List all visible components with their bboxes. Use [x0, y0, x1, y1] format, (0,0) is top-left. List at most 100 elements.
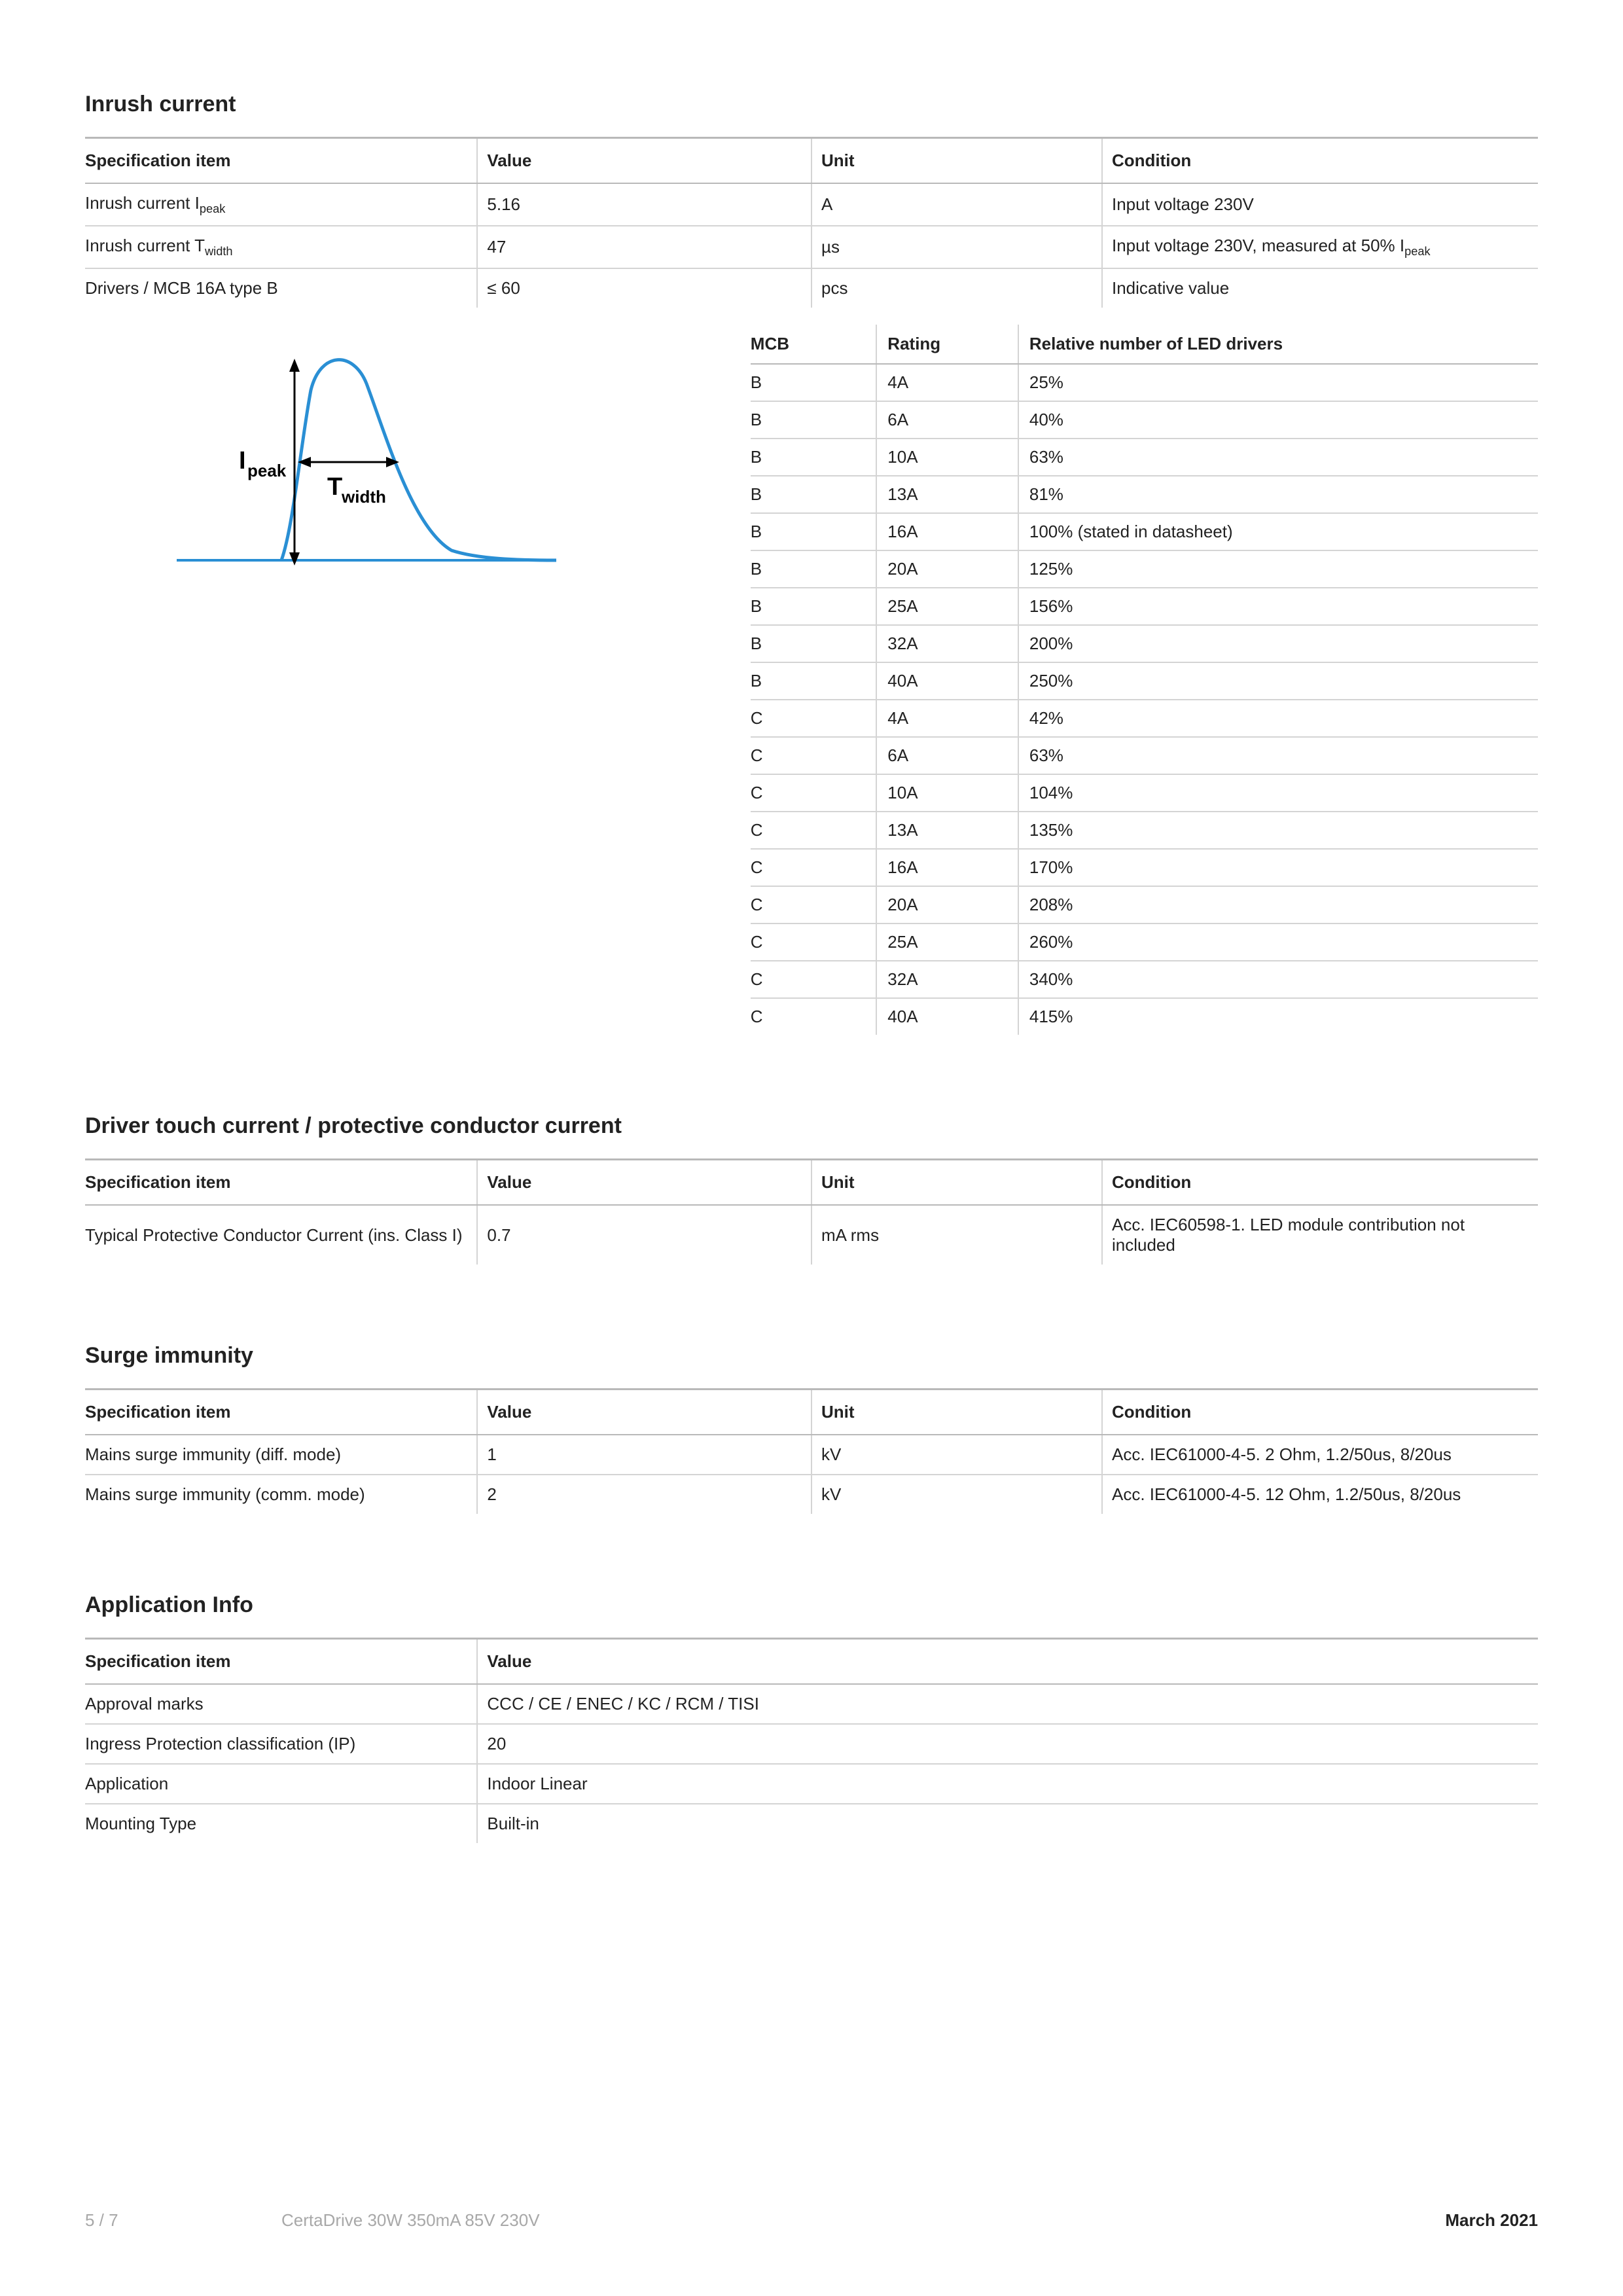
cell-relnum: 170% — [1018, 849, 1538, 886]
cell-mcb: C — [751, 737, 877, 774]
section-title: Driver touch current / protective conduc… — [85, 1113, 1538, 1139]
table-row: B32A200% — [751, 625, 1538, 662]
cell-mcb: B — [751, 550, 877, 588]
section-title: Inrush current — [85, 92, 1538, 117]
th-item: Specification item — [85, 1160, 477, 1205]
cell-relnum: 260% — [1018, 924, 1538, 961]
cell-mcb: C — [751, 849, 877, 886]
inrush-diagram-col: I peak T width — [85, 325, 724, 1035]
table-row: B13A81% — [751, 476, 1538, 513]
table-row: C13A135% — [751, 812, 1538, 849]
th-condition: Condition — [1102, 1390, 1538, 1435]
table-row: C16A170% — [751, 849, 1538, 886]
mcb-table-col: MCB Rating Relative number of LED driver… — [751, 325, 1538, 1035]
cell-rating: 20A — [876, 886, 1018, 924]
cell-item: Typical Protective Conductor Current (in… — [85, 1205, 477, 1265]
th-condition: Condition — [1102, 139, 1538, 183]
cell-mcb: C — [751, 886, 877, 924]
cell-item: Ingress Protection classification (IP) — [85, 1724, 477, 1764]
cell-rating: 4A — [876, 364, 1018, 401]
cell-value: 5.16 — [477, 183, 812, 226]
table-row: Approval marksCCC / CE / ENEC / KC / RCM… — [85, 1684, 1538, 1724]
table-row: Mounting TypeBuilt-in — [85, 1804, 1538, 1843]
cell-condition: Indicative value — [1102, 268, 1538, 308]
cell-item: Mains surge immunity (diff. mode) — [85, 1435, 477, 1475]
th-condition: Condition — [1102, 1160, 1538, 1205]
section-inrush: Inrush current Specification item Value … — [85, 92, 1538, 1035]
cell-relnum: 63% — [1018, 737, 1538, 774]
cell-item: Drivers / MCB 16A type B — [85, 268, 477, 308]
table-row: C20A208% — [751, 886, 1538, 924]
th-unit: Unit — [812, 1390, 1102, 1435]
th-item: Specification item — [85, 1640, 477, 1684]
cell-rating: 32A — [876, 961, 1018, 998]
cell-relnum: 415% — [1018, 998, 1538, 1035]
cell-item: Mounting Type — [85, 1804, 477, 1843]
cell-unit: mA rms — [812, 1205, 1102, 1265]
cell-value: 2 — [477, 1475, 812, 1514]
svg-text:I: I — [239, 447, 246, 475]
cell-mcb: B — [751, 364, 877, 401]
cell-relnum: 100% (stated in datasheet) — [1018, 513, 1538, 550]
cell-condition: Input voltage 230V — [1102, 183, 1538, 226]
th-item: Specification item — [85, 139, 477, 183]
inrush-table: Specification item Value Unit Condition … — [85, 139, 1538, 308]
cell-relnum: 125% — [1018, 550, 1538, 588]
table-row: Drivers / MCB 16A type B≤ 60pcsIndicativ… — [85, 268, 1538, 308]
cell-unit: kV — [812, 1475, 1102, 1514]
cell-rating: 4A — [876, 700, 1018, 737]
inrush-diagram: I peak T width — [85, 331, 582, 593]
th-value: Value — [477, 1640, 1538, 1684]
th-value: Value — [477, 1390, 812, 1435]
cell-value: CCC / CE / ENEC / KC / RCM / TISI — [477, 1684, 1538, 1724]
cell-mcb: C — [751, 700, 877, 737]
cell-value: 1 — [477, 1435, 812, 1475]
svg-text:peak: peak — [247, 461, 287, 480]
table-row: C32A340% — [751, 961, 1538, 998]
cell-rating: 40A — [876, 662, 1018, 700]
cell-mcb: B — [751, 476, 877, 513]
table-row: Ingress Protection classification (IP)20 — [85, 1724, 1538, 1764]
table-header-row: Specification item Value Unit Condition — [85, 1160, 1538, 1205]
cell-mcb: C — [751, 774, 877, 812]
table-row: Mains surge immunity (diff. mode)1kVAcc.… — [85, 1435, 1538, 1475]
cell-condition: Acc. IEC61000-4-5. 2 Ohm, 1.2/50us, 8/20… — [1102, 1435, 1538, 1475]
cell-item: Inrush current Ipeak — [85, 183, 477, 226]
cell-rating: 16A — [876, 849, 1018, 886]
cell-mcb: B — [751, 401, 877, 439]
table-row: B20A125% — [751, 550, 1538, 588]
cell-value: Indoor Linear — [477, 1764, 1538, 1804]
table-header-row: Specification item Value Unit Condition — [85, 1390, 1538, 1435]
table-row: C4A42% — [751, 700, 1538, 737]
touch-table: Specification item Value Unit Condition … — [85, 1160, 1538, 1265]
cell-rating: 16A — [876, 513, 1018, 550]
cell-unit: kV — [812, 1435, 1102, 1475]
cell-relnum: 104% — [1018, 774, 1538, 812]
cell-mcb: B — [751, 625, 877, 662]
cell-relnum: 40% — [1018, 401, 1538, 439]
cell-mcb: B — [751, 513, 877, 550]
cell-condition: Input voltage 230V, measured at 50% Ipea… — [1102, 226, 1538, 268]
cell-item: Application — [85, 1764, 477, 1804]
cell-mcb: B — [751, 662, 877, 700]
table-header-row: Specification item Value Unit Condition — [85, 139, 1538, 183]
cell-value: 20 — [477, 1724, 1538, 1764]
cell-rating: 13A — [876, 812, 1018, 849]
app-table: Specification item Value Approval marksC… — [85, 1640, 1538, 1843]
cell-mcb: C — [751, 812, 877, 849]
table-row: ApplicationIndoor Linear — [85, 1764, 1538, 1804]
table-row: C25A260% — [751, 924, 1538, 961]
cell-relnum: 81% — [1018, 476, 1538, 513]
th-value: Value — [477, 139, 812, 183]
table-row: C6A63% — [751, 737, 1538, 774]
footer-date: March 2021 — [1445, 2210, 1538, 2231]
table-row: Inrush current Twidth47µsInput voltage 2… — [85, 226, 1538, 268]
svg-text:T: T — [327, 473, 342, 501]
section-touch: Driver touch current / protective conduc… — [85, 1113, 1538, 1265]
cell-value: 0.7 — [477, 1205, 812, 1265]
cell-condition: Acc. IEC61000-4-5. 12 Ohm, 1.2/50us, 8/2… — [1102, 1475, 1538, 1514]
cell-relnum: 156% — [1018, 588, 1538, 625]
th-item: Specification item — [85, 1390, 477, 1435]
cell-unit: pcs — [812, 268, 1102, 308]
cell-relnum: 340% — [1018, 961, 1538, 998]
